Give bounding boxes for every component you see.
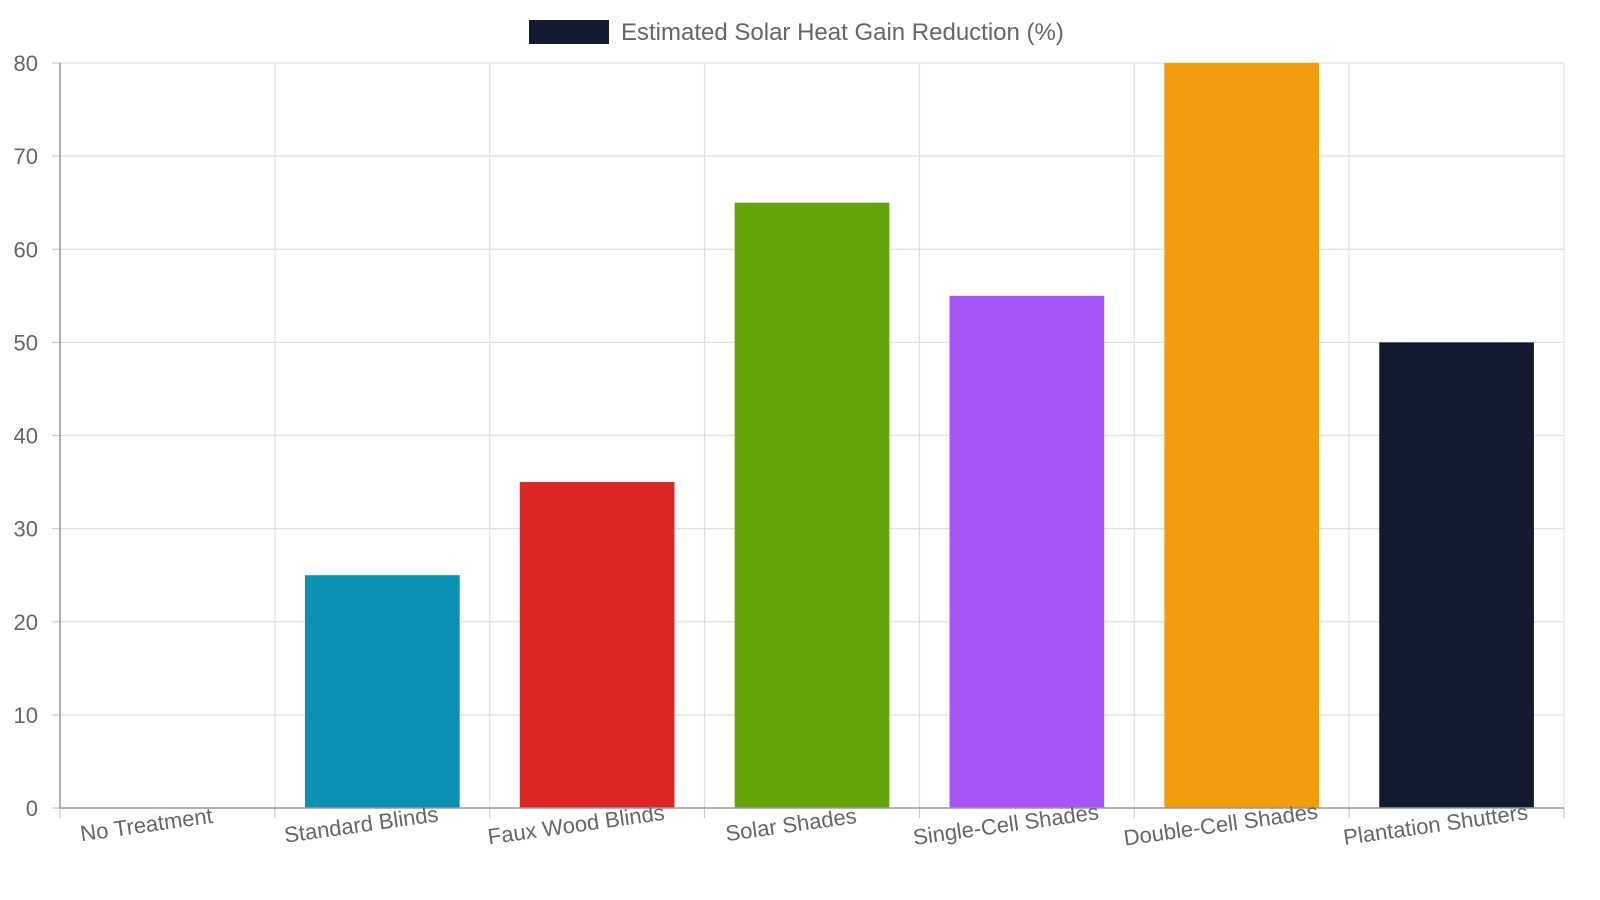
legend-swatch[interactable]: [529, 20, 609, 44]
y-tick-label: 40: [14, 424, 38, 449]
legend[interactable]: Estimated Solar Heat Gain Reduction (%): [529, 19, 1064, 46]
bar-faux-wood-blinds[interactable]: [519, 482, 675, 808]
y-tick-label: 20: [14, 610, 38, 635]
bar-double-cell-shades[interactable]: [1164, 63, 1320, 808]
y-tick-label: 50: [14, 330, 38, 355]
legend-label[interactable]: Estimated Solar Heat Gain Reduction (%): [621, 19, 1064, 46]
y-tick-label: 30: [14, 517, 38, 542]
x-tick-label: Solar Shades: [724, 803, 858, 846]
y-tick-labels: 0 10 20 30 40 50 60 70 80: [14, 51, 38, 821]
x-tick-label: No Treatment: [79, 803, 214, 846]
bar-single-cell-shades[interactable]: [949, 295, 1105, 808]
y-tick-label: 60: [14, 237, 38, 262]
y-tick-label: 0: [26, 796, 38, 821]
bar-plantation-shutters[interactable]: [1379, 342, 1534, 808]
axes: [52, 62, 1565, 818]
y-tick-label: 10: [14, 703, 38, 728]
y-tick-label: 70: [14, 144, 38, 169]
bar-solar-shades[interactable]: [734, 202, 890, 808]
y-tick-label: 80: [14, 51, 38, 76]
bars: [304, 63, 1534, 808]
bar-standard-blinds[interactable]: [304, 575, 460, 808]
